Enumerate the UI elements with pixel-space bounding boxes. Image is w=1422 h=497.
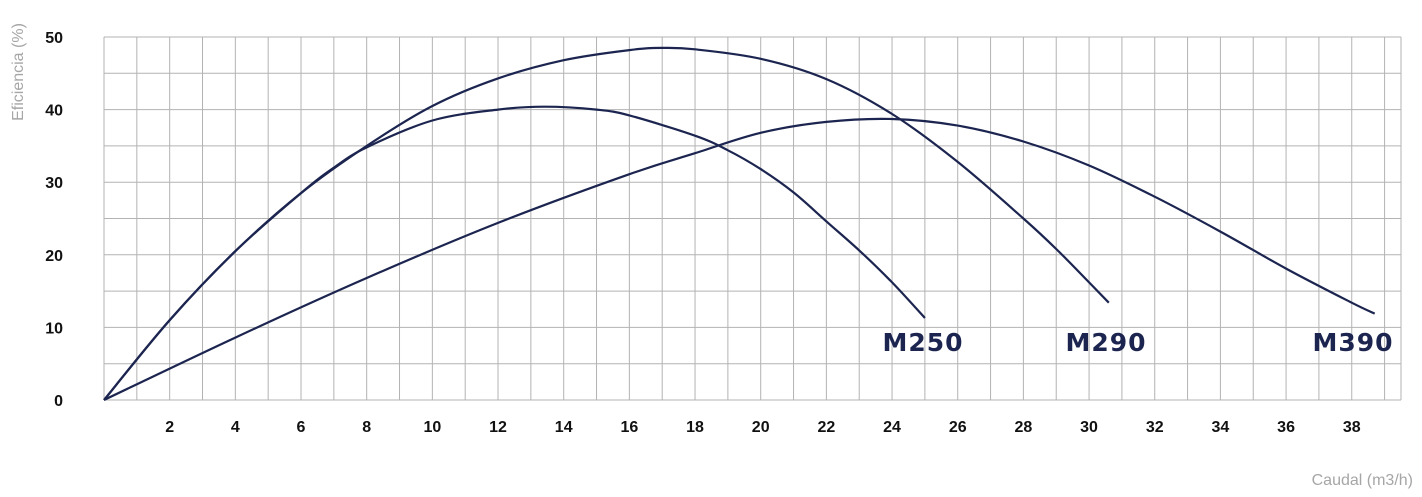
x-tick-label: 14 [555, 419, 573, 436]
x-tick-label: 36 [1277, 419, 1295, 436]
series-line-m250 [103, 105, 926, 401]
x-tick-label: 20 [752, 419, 770, 436]
x-tick-label: 28 [1014, 419, 1032, 436]
y-tick-label: 10 [45, 320, 63, 337]
x-tick-label: 26 [949, 419, 967, 436]
x-tick-label: 16 [620, 419, 638, 436]
x-tick-label: 12 [489, 419, 507, 436]
x-tick-label: 6 [297, 419, 306, 436]
x-tick-label: 18 [686, 419, 704, 436]
y-tick-label: 40 [45, 103, 63, 120]
x-axis-label: Caudal (m3/h) [1312, 472, 1413, 489]
series-label-m290: M290 [1065, 328, 1146, 357]
x-tick-label: 8 [362, 419, 371, 436]
series-labels: M250 M290 M390 [882, 328, 1393, 357]
y-axis-label: Eficiencia (%) [10, 23, 27, 121]
series-label-m250: M250 [882, 328, 963, 357]
series-label-m390: M390 [1312, 328, 1393, 357]
x-tick-label: 38 [1343, 419, 1361, 436]
grid [103, 36, 1402, 401]
x-tick-label: 2 [165, 419, 174, 436]
x-tick-label: 34 [1212, 419, 1230, 436]
x-tick-label: 30 [1080, 419, 1098, 436]
y-tick-label: 0 [54, 393, 63, 410]
ticks: 2 4 6 8 10 12 14 16 18 20 22 24 26 28 30 32 34 36 38010203… [45, 30, 1361, 436]
y-tick-label: 30 [45, 175, 63, 192]
x-tick-label: 4 [231, 419, 240, 436]
y-tick-label: 20 [45, 248, 63, 265]
x-tick-label: 22 [817, 419, 835, 436]
x-tick-label: 24 [883, 419, 901, 436]
y-tick-label: 50 [45, 30, 63, 47]
series-line-m390 [103, 117, 1376, 401]
x-tick-label: 10 [423, 419, 441, 436]
x-tick-label: 32 [1146, 419, 1164, 436]
curves [103, 46, 1376, 401]
series-line-m290 [103, 46, 1110, 401]
